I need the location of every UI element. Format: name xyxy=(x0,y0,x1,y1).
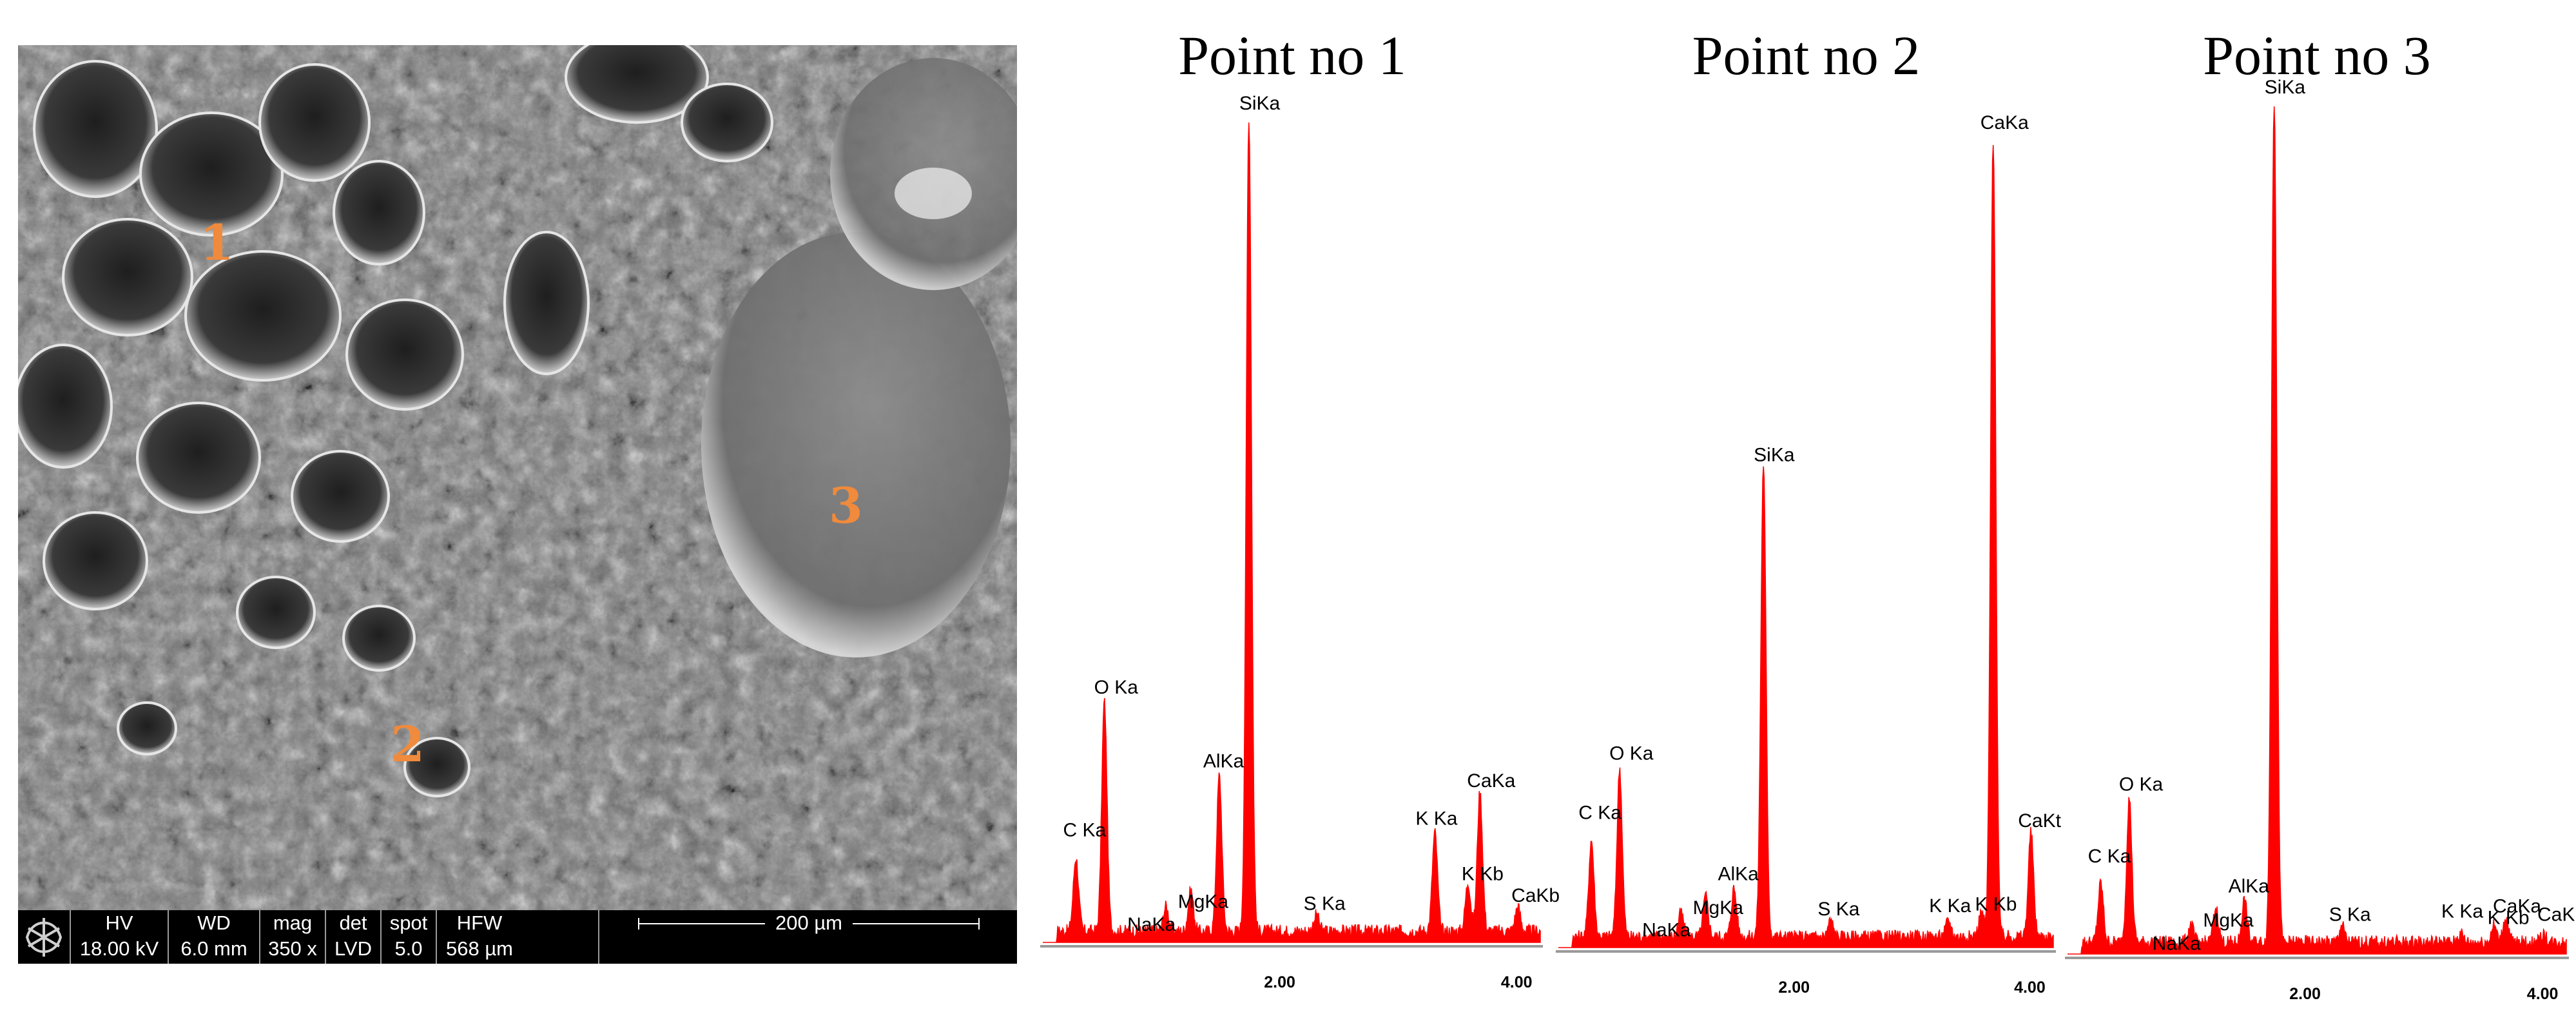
databar-det-value: LVD xyxy=(334,937,372,960)
eds-spectrum-3: Point no 3 2.00 4.00 C Ka O Ka NaKa MgKa AlKa S… xyxy=(2062,0,2576,1023)
databar-det-header: det xyxy=(339,911,367,934)
databar-hfw-header: HFW xyxy=(456,911,503,934)
peak-label: O Ka xyxy=(1094,677,1139,698)
spectrum-trace xyxy=(2068,106,2567,955)
sem-micrograph: 1 2 3 HV 18.00 kV WD 6.0 mm mag 350 x de… xyxy=(18,45,1017,964)
peak-label: MgKa xyxy=(1693,897,1744,919)
peak-label: AlKa xyxy=(1718,863,1759,884)
databar-hfw-value: 568 µm xyxy=(445,937,514,960)
peak-label: SiKa xyxy=(1754,444,1795,465)
peak-label: SiKa xyxy=(1239,93,1281,114)
peak-label: O Ka xyxy=(2119,774,2164,795)
sem-point-label-1: 1 xyxy=(200,214,234,271)
peak-label: SiKa xyxy=(2265,77,2306,98)
peak-label: O Ka xyxy=(1609,743,1654,765)
peak-label: C Ka xyxy=(1578,803,1622,824)
peak-label: K Kb xyxy=(1462,864,1504,885)
x-tick-label: 2.00 xyxy=(1778,979,1810,997)
databar-wd-value: 6.0 mm xyxy=(180,937,247,960)
smooth-region xyxy=(701,232,1011,658)
peak-label: K Ka xyxy=(2441,901,2483,922)
peak-label: CaKa xyxy=(2493,896,2541,917)
databar-spot-header: spot xyxy=(389,911,428,934)
spectrum-title-2: Point no 2 xyxy=(1692,24,1921,86)
databar-hv-header: HV xyxy=(105,911,133,934)
peak-label: CaKa xyxy=(1467,770,1515,792)
spectrum-trace xyxy=(1043,122,1541,943)
databar-mag-header: mag xyxy=(273,911,313,934)
peak-label: NaKa xyxy=(2153,933,2201,955)
peak-label: K Kb xyxy=(2488,908,2530,929)
fei-logo-icon xyxy=(25,918,63,957)
spectrum-trace xyxy=(1558,144,2054,948)
peak-label: AlKa xyxy=(2229,875,2270,897)
peak-label: S Ka xyxy=(2329,904,2371,926)
peak-label: K Kb xyxy=(1975,894,2017,915)
scale-bar-label: 200 µm xyxy=(764,911,853,934)
x-tick-label: 4.00 xyxy=(2014,979,2046,997)
databar-det: det LVD xyxy=(325,910,380,964)
peak-label: C Ka xyxy=(2088,846,2131,867)
peak-label: CaKb xyxy=(2537,904,2576,926)
peak-label: CaKb xyxy=(1511,885,1560,906)
pore-cluster xyxy=(18,45,773,797)
peak-label: NaKa xyxy=(1127,914,1176,935)
peak-label: MgKa xyxy=(1178,891,1229,912)
databar-mag-value: 350 x xyxy=(268,937,317,960)
databar-wd: WD 6.0 mm xyxy=(168,910,259,964)
peak-label: AlKa xyxy=(1203,750,1244,772)
peak-label: K Ka xyxy=(1929,895,1971,917)
peak-label: S Ka xyxy=(1304,893,1346,915)
x-tick-label: 2.00 xyxy=(2289,985,2321,1003)
peak-label: S Ka xyxy=(1817,899,1859,920)
databar-mag: mag 350 x xyxy=(259,910,325,964)
sem-point-label-3: 3 xyxy=(829,477,863,534)
x-tick-label: 4.00 xyxy=(2527,985,2559,1003)
databar-hv-value: 18.00 kV xyxy=(79,937,159,960)
peak-label: C Ka xyxy=(1063,820,1106,841)
sem-point-label-2: 2 xyxy=(391,716,425,773)
peak-label: CaKa xyxy=(1980,112,2029,133)
eds-spectrum-2: Point no 2 2.00 4.00 C Ka O Ka NaKa MgKa AlKa S… xyxy=(1553,0,2062,1023)
peak-label: NaKa xyxy=(1642,920,1690,941)
databar-spot: spot 5.0 xyxy=(380,910,436,964)
x-tick-label: 4.00 xyxy=(1501,973,1533,991)
peak-label: MgKa xyxy=(2203,910,2254,931)
peak-label: K Ka xyxy=(1415,808,1457,829)
x-tick-label: 2.00 xyxy=(1264,973,1295,991)
eds-spectrum-1: Point no 1 2.00 4.00 C Ka O Ka NaKa MgKa AlKa S… xyxy=(1038,0,1560,1023)
peak-label: CaKt xyxy=(2018,810,2061,832)
sem-texture xyxy=(18,45,1017,910)
databar-hfw: HFW 568 µm xyxy=(436,910,522,964)
scale-bar: 200 µm xyxy=(598,910,1017,964)
spectrum-title-3: Point no 3 xyxy=(2203,24,2431,86)
databar-wd-header: WD xyxy=(197,911,231,934)
databar-hv: HV 18.00 kV xyxy=(70,910,168,964)
spectrum-title-1: Point no 1 xyxy=(1178,24,1406,86)
sem-databar: HV 18.00 kV WD 6.0 mm mag 350 x det LVD … xyxy=(18,910,1017,964)
databar-spot-value: 5.0 xyxy=(394,937,423,960)
